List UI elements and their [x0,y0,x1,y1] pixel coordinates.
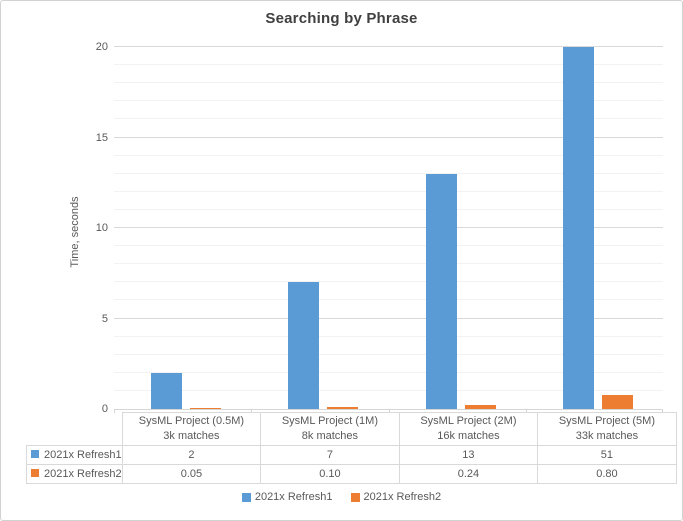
series-key-cell: 2021x Refresh1 [26,445,123,465]
minor-gridline [114,64,663,66]
chart-title: Searching by Phrase [265,10,418,27]
value-cell: 51 [537,445,677,465]
minor-gridline [114,335,663,337]
minor-gridline [114,154,663,156]
legend-item: 2021x Refresh1 [241,491,333,503]
series-swatch [31,469,39,478]
category-sublabel: 3k matches [163,430,220,442]
bar-series2 [327,407,359,409]
y-tick-label: 5 [101,312,108,325]
major-gridline [114,317,663,319]
category-sublabel: 8k matches [301,430,359,442]
category-header-cell: SysML Project (1M) 8k matches [260,412,400,446]
minor-gridline [114,299,663,301]
bar-series1 [151,372,183,409]
value-cell: 13 [398,445,539,465]
series-key-cell: 2021x Refresh2 [26,464,123,484]
series-swatch [31,450,39,459]
legend-label: 2021x Refresh1 [254,491,333,503]
minor-gridline [114,208,663,210]
x-axis-tick [388,409,390,413]
value-cell: 0.05 [121,464,262,484]
minor-gridline [114,190,663,192]
minor-gridline [114,389,663,391]
bar-series2 [190,408,222,409]
bar-group [389,47,526,409]
bar-series1 [562,47,594,409]
x-axis-tick [662,409,663,413]
series-name: 2021x Refresh1 [44,449,122,461]
minor-gridline [114,245,663,247]
legend-item: 2021x Refresh2 [350,491,442,503]
plot-area [114,46,663,413]
bar-group [251,47,388,409]
bar-series1 [288,282,320,409]
y-tick-label: 0 [101,403,108,415]
category-header-cell: SysML Project (2M) 16k matches [398,412,539,446]
series-name: 2021x Refresh2 [44,468,122,480]
category-header-cell: SysML Project (5M) 33k matches [537,412,677,446]
y-tick-label: 15 [95,131,108,144]
major-gridline [114,136,663,138]
x-axis-tick [525,409,527,413]
minor-gridline [114,82,663,84]
value-cell: 0.24 [398,464,539,484]
data-table: SysML Project (0.5M) 3k matches SysML Proj… [26,412,677,484]
table-corner-cell [26,412,123,446]
bar-series1 [425,173,457,409]
minor-gridline [114,281,663,283]
minor-gridline [114,100,663,102]
minor-gridline [114,172,663,174]
category-label: SysML Project (5M) [558,415,655,427]
major-gridline [114,46,663,47]
legend-swatch [241,492,251,502]
value-cell: 7 [260,445,400,465]
legend-label: 2021x Refresh2 [363,491,442,503]
y-tick-label: 10 [95,222,108,234]
minor-gridline [114,263,663,265]
bar-series2 [464,404,496,409]
category-header-cell: SysML Project (0.5M) 3k matches [121,412,262,446]
bar-series2 [601,394,633,409]
major-gridline [114,227,663,228]
table-series-row: 2021x Refresh1 2 7 13 51 [26,445,677,465]
bar-group [526,47,663,409]
minor-gridline [114,353,663,355]
y-tick-label: 20 [95,41,108,53]
minor-gridline [114,371,663,373]
x-axis-tick [114,409,115,413]
table-series-row: 2021x Refresh2 0.05 0.10 0.24 0.80 [26,464,677,484]
table-header-row: SysML Project (0.5M) 3k matches SysML Proj… [26,412,677,446]
value-cell: 0.10 [260,464,400,484]
category-label: SysML Project (1M) [281,415,378,427]
value-cell: 0.80 [537,464,677,484]
legend-swatch [350,492,360,502]
bar-group [114,47,251,409]
category-label: SysML Project (0.5M) [138,415,245,427]
category-sublabel: 16k matches [437,430,500,442]
legend: 2021x Refresh1 2021x Refresh2 [1,491,682,503]
x-axis-tick [251,409,253,413]
minor-gridline [114,118,663,120]
category-sublabel: 33k matches [575,430,639,442]
value-cell: 2 [121,445,262,465]
category-label: SysML Project (2M) [420,415,517,427]
